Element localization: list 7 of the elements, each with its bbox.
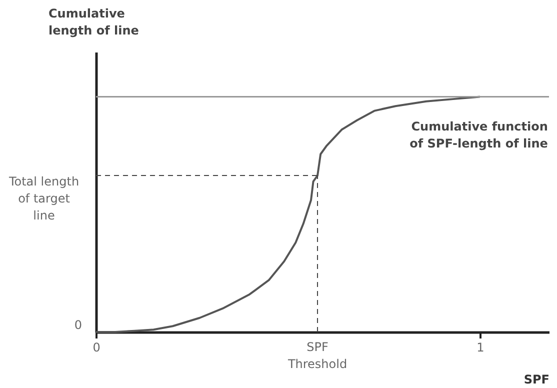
- y-axis-title: Cumulative length of line: [48, 6, 139, 38]
- ref-line-label: Total length of target line: [8, 174, 80, 223]
- ref-line-label: SPF Threshold: [286, 340, 348, 371]
- series-label: Cumulative function of SPF-length of line: [410, 120, 548, 151]
- x-axis-title: SPF: [524, 372, 550, 386]
- text: 0: [74, 318, 82, 332]
- x-tick-label: 1: [476, 340, 484, 354]
